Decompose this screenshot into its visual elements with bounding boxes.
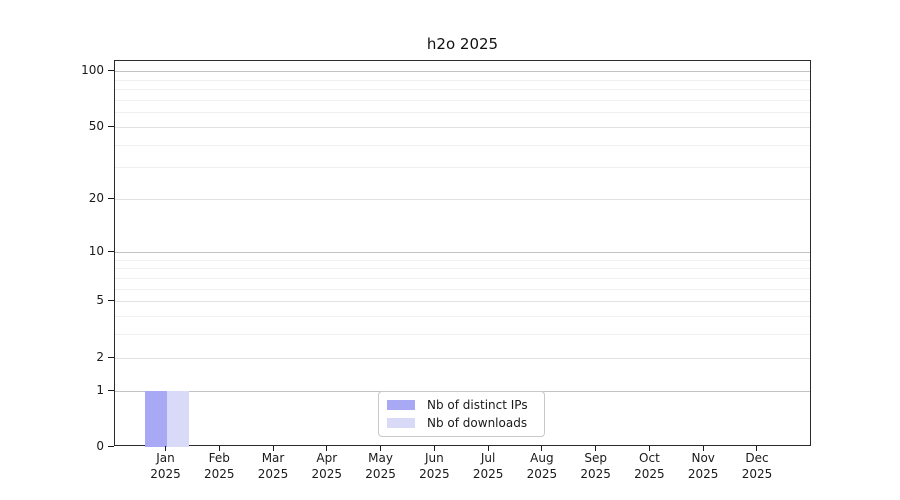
x-tick-mark [380,446,382,451]
x-tick-mark [648,446,650,451]
x-tick-label: Jun 2025 [399,450,469,482]
legend-label: Nb of distinct IPs [427,398,528,413]
x-tick-mark [272,446,274,451]
minor-gridline [115,99,810,101]
x-tick-year: 2025 [257,467,289,481]
x-tick-year: 2025 [580,467,611,481]
y-tick-mark [108,356,114,358]
x-tick-year: 2025 [687,467,719,481]
x-tick-label: Aug 2025 [507,450,577,482]
x-tick-month: Mar [261,451,285,465]
x-tick-mark [165,446,166,451]
x-tick-year: 2025 [365,467,396,481]
x-tick-mark [487,446,489,451]
y-tick-label: 20 [88,191,104,206]
major-gridline [115,126,810,128]
x-tick-label: Apr 2025 [292,450,362,482]
legend-item: Nb of distinct IPs [379,398,544,412]
bar [144,390,167,447]
x-tick-year: 2025 [526,467,558,481]
plot-area [114,60,811,447]
y-tick-mark [108,446,114,447]
x-tick-mark [595,446,597,451]
x-tick-year: 2025 [472,467,504,481]
x-tick-month: Sep [584,451,607,465]
y-tick-mark [108,389,114,391]
major-gridline [115,199,810,201]
minor-gridline [115,79,810,81]
major-gridline [115,71,810,73]
x-tick-month: Feb [208,451,230,465]
y-tick-label: 5 [96,293,104,308]
minor-gridline [115,89,810,91]
x-tick-year: 2025 [203,467,235,481]
chart-title: h2o 2025 [426,35,499,53]
major-gridline [115,301,810,303]
minor-gridline [115,288,810,290]
x-tick-mark [326,446,328,451]
y-tick-label: 100 [81,63,104,78]
minor-gridline [115,277,810,279]
y-tick-label: 2 [96,349,104,364]
x-tick-label: May 2025 [346,450,416,482]
x-tick-label: Oct 2025 [614,450,684,482]
legend-label: Nb of downloads [427,415,528,430]
x-tick-mark [702,446,704,451]
x-tick-month: Oct [639,451,660,465]
y-tick-label: 1 [96,382,104,397]
x-tick-month: Jan [156,451,175,465]
x-tick-label: Jul 2025 [453,450,523,482]
legend: Nb of distinct IPs Nb of downloads [378,391,545,437]
bar [166,390,189,447]
y-tick-mark [108,300,114,302]
x-tick-label: Sep 2025 [561,450,631,482]
x-tick-label: Feb 2025 [184,450,254,482]
minor-gridline [115,268,810,270]
x-tick-label: Dec 2025 [722,450,792,482]
minor-gridline [115,112,810,114]
x-tick-month: Jun [424,451,444,465]
legend-swatch [387,417,415,428]
x-tick-label: Jan 2025 [131,450,201,482]
x-tick-year: 2025 [741,467,773,481]
x-tick-mark [756,446,758,451]
y-tick-label: 10 [88,243,104,258]
x-tick-mark [541,446,543,451]
x-tick-year: 2025 [419,467,450,481]
x-tick-mark [218,446,220,451]
x-tick-month: Aug [530,451,554,465]
minor-gridline [115,334,810,336]
x-tick-year: 2025 [634,467,665,481]
y-tick-mark [108,70,114,72]
legend-swatch [387,400,415,411]
major-gridline [115,357,810,359]
x-tick-label: Nov 2025 [668,450,738,482]
x-tick-label: Mar 2025 [238,450,308,482]
minor-gridline [115,259,810,261]
x-tick-month: May [368,451,393,465]
x-tick-month: Jul [480,451,496,465]
x-tick-month: Apr [316,451,338,465]
x-tick-year: 2025 [311,467,343,481]
y-tick-label: 0 [96,439,104,453]
minor-gridline [115,167,810,169]
x-tick-month: Dec [745,451,769,465]
x-tick-mark [433,446,435,451]
major-gridline [115,251,810,253]
legend-item: Nb of downloads [379,416,544,430]
y-tick-mark [108,198,114,200]
minor-gridline [115,144,810,146]
y-tick-label: 50 [88,118,104,133]
y-tick-mark [108,125,114,127]
y-tick-mark [108,250,114,252]
minor-gridline [115,315,810,317]
x-tick-month: Nov [691,451,715,465]
x-tick-year: 2025 [150,467,181,481]
